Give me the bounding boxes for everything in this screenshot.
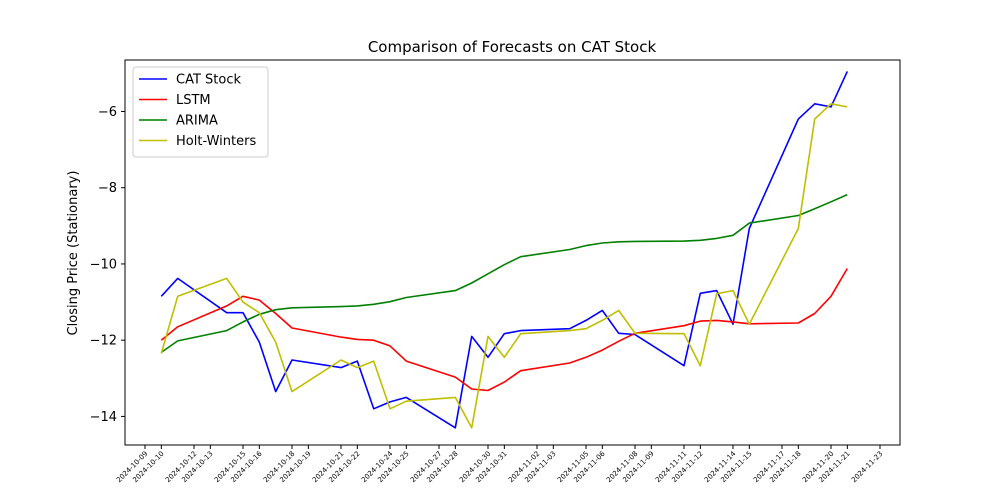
series-line-arima — [160, 193, 848, 354]
legend-label: Holt-Winters — [176, 134, 256, 149]
y-tick-label: −12 — [90, 334, 117, 349]
legend: CAT Stock LSTM ARIMA Holt-Winters — [132, 66, 269, 158]
y-tick-label: −10 — [90, 257, 117, 272]
series-line-cat-stock — [160, 71, 849, 429]
y-tick-label: −6 — [98, 105, 117, 120]
y-tick-label: −14 — [90, 410, 117, 425]
y-tick-label: −8 — [98, 181, 117, 196]
series-line-holt-winters — [160, 103, 848, 429]
legend-label: LSTM — [176, 93, 211, 108]
legend-box — [132, 66, 269, 158]
series-lines — [160, 71, 849, 429]
y-axis-label: Closing Price (Stationary) — [66, 171, 81, 336]
legend-label: CAT Stock — [176, 73, 241, 88]
y-axis: −14 −12 −10 −8 −6 — [90, 105, 125, 425]
series-line-lstm — [160, 268, 848, 392]
chart-title: Comparison of Forecasts on CAT Stock — [368, 38, 657, 56]
legend-label: ARIMA — [176, 114, 218, 129]
plot-frame — [124, 59, 901, 446]
